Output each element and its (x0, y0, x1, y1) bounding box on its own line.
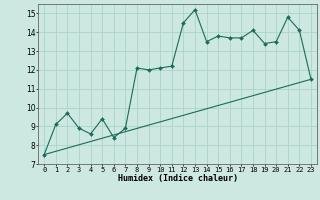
X-axis label: Humidex (Indice chaleur): Humidex (Indice chaleur) (118, 174, 238, 183)
